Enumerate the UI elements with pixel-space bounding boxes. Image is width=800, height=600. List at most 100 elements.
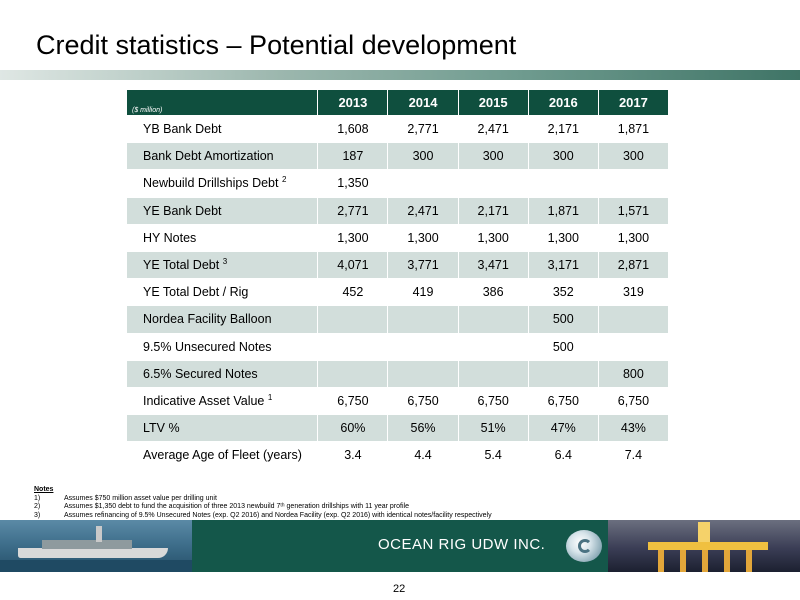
table-cell: 4,071 [317,250,389,280]
table-cell: 6.4 [527,441,599,470]
credit-statistics-table: ($ million) 2013 2014 2015 2016 2017 YB … [125,89,670,470]
table-cell: 5.4 [457,441,529,470]
row-label: Average Age of Fleet (years) [125,441,319,470]
table-cell [597,169,670,198]
table-cell: 6,750 [387,386,459,416]
table-cell: 6,750 [317,386,389,416]
table-cell: 47% [527,414,599,443]
table-cell: 2,171 [527,114,599,144]
footnote-marker: 1 [267,392,273,402]
footnote-text: Assumes refinancing of 9.5% Unsecured No… [64,511,492,519]
table-cell: 56% [387,414,459,443]
row-label: YB Bank Debt [125,114,319,144]
unit-label: ($ million) [125,89,319,116]
table-row: LTV % 60% 56% 51% 47% 43% [125,414,670,443]
table-cell [387,305,459,334]
row-label: 9.5% Unsecured Notes [125,332,319,361]
table-cell: 1,350 [317,169,389,198]
table-cell: 800 [597,359,670,388]
table-cell: 500 [527,305,599,334]
footnote-number: 2) [34,503,41,511]
table-cell: 51% [457,414,529,443]
table-cell: 1,300 [527,223,599,252]
table-cell: 43% [597,414,670,443]
notes-title: Notes [34,486,54,493]
table-row: HY Notes 1,300 1,300 1,300 1,300 1,300 [125,223,670,252]
table-cell [527,359,599,388]
row-label: Indicative Asset Value 1 [125,386,319,416]
row-label-text: Bank Debt Amortization [143,149,274,164]
row-label-text: LTV % [143,421,180,436]
table-cell [387,359,459,388]
table-cell [317,359,389,388]
row-label: 6.5% Secured Notes [125,359,319,388]
table-row: Bank Debt Amortization 187 300 300 300 300 [125,142,670,171]
row-label: Nordea Facility Balloon [125,305,319,334]
footnote: 2) Assumes $1,350 debt to fund the acquis… [34,503,492,512]
table-body: YB Bank Debt 1,608 2,771 2,471 2,171 1,871 Ban… [125,114,670,470]
table-cell: 319 [597,278,670,307]
table-row: YE Total Debt / Rig 452 419 386 352 319 [125,278,670,307]
row-label: Newbuild Drillships Debt 2 [125,169,319,198]
table-cell [527,169,599,198]
table-cell: 2,471 [387,196,459,225]
footnote: 3) Assumes refinancing of 9.5% Unsecured … [34,512,492,521]
table-cell: 300 [387,142,459,171]
row-label: YE Total Debt 3 [125,250,319,280]
table-cell: 2,871 [597,250,670,280]
table-cell [597,305,670,334]
table-row: YE Total Debt 3 4,071 3,771 3,471 3,171 2,871 [125,250,670,280]
row-label-text: Average Age of Fleet (years) [143,448,302,463]
footnote-number: 1) [34,494,41,502]
table-cell: 6,750 [457,386,529,416]
row-label-text: 6.5% Secured Notes [143,366,258,381]
table-cell [387,332,459,361]
table-cell: 1,300 [597,223,670,252]
row-label-text: Newbuild Drillships Debt [143,176,279,191]
table-cell: 300 [597,142,670,171]
table-cell [387,169,459,198]
footnote-text: Assumes $750 million asset value per dri… [64,494,217,502]
year-header: 2013 [317,89,389,116]
table-cell [457,332,529,361]
row-label: YE Total Debt / Rig [125,278,319,307]
row-label-text: 9.5% Unsecured Notes [143,339,272,354]
table-cell: 3.4 [317,441,389,470]
table-cell: 6,750 [597,386,670,416]
footnote-text: Assumes $1,350 debt to fund the acquisit… [64,503,409,511]
row-label-text: YE Bank Debt [143,203,222,218]
table-cell: 2,771 [317,196,389,225]
table-cell: 1,608 [317,114,389,144]
table-cell: 1,871 [597,114,670,144]
table-cell: 500 [527,332,599,361]
page-number: 22 [393,583,406,595]
table-cell: 7.4 [597,441,670,470]
table-cell: 452 [317,278,389,307]
header-decorative-band [0,70,800,80]
table-cell: 3,771 [387,250,459,280]
table-cell: 2,171 [457,196,529,225]
table-cell: 1,871 [527,196,599,225]
table-cell: 60% [317,414,389,443]
footer-band: OCEAN RIG UDW INC. [0,520,800,572]
table-cell: 187 [317,142,389,171]
row-label: YE Bank Debt [125,196,319,225]
year-header: 2015 [457,89,529,116]
table-cell: 300 [457,142,529,171]
row-label: LTV % [125,414,319,443]
row-label: HY Notes [125,223,319,252]
row-label-text: YE Total Debt [143,258,220,273]
table-cell [597,332,670,361]
year-header: 2016 [527,89,599,116]
table-cell: 300 [527,142,599,171]
table-row: YE Bank Debt 2,771 2,471 2,171 1,871 1,571 [125,196,670,225]
row-label-text: YB Bank Debt [143,122,222,137]
page-title: Credit statistics – Potential developmen… [36,30,517,60]
company-name: OCEAN RIG UDW INC. [378,536,546,553]
table-cell: 3,171 [527,250,599,280]
table-cell: 1,300 [387,223,459,252]
table-cell: 1,571 [597,196,670,225]
table-header-row: ($ million) 2013 2014 2015 2016 2017 [125,89,670,116]
table-cell: 352 [527,278,599,307]
footnote-number: 3) [34,511,41,519]
